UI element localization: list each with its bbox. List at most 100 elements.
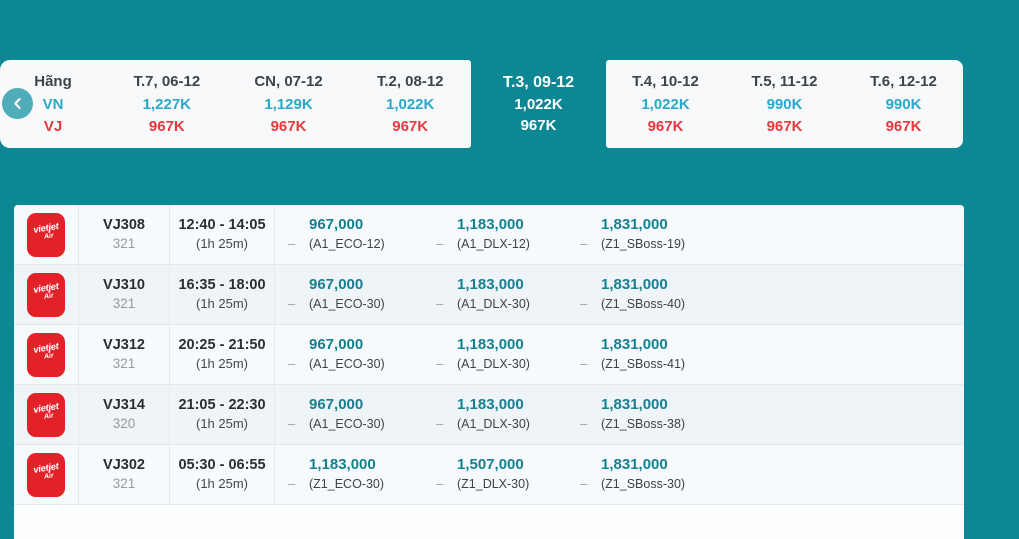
flight-time-cell: 21:05 - 22:30 (1h 25m) bbox=[170, 385, 275, 444]
date-column[interactable]: T.2, 08-12 1,022K 967K bbox=[349, 60, 471, 148]
fare-option-eco[interactable]: – 1,183,000 (Z1_ECO-30) bbox=[275, 445, 420, 504]
fare-price: 967,000 bbox=[309, 276, 364, 293]
aircraft-type: 321 bbox=[112, 296, 136, 312]
fare-class: (A1_ECO-30) bbox=[309, 417, 385, 431]
airline-logo-cell: vietjet Air bbox=[14, 445, 79, 504]
fare-dash: – bbox=[288, 356, 296, 371]
flight-number: VJ312 bbox=[103, 337, 145, 353]
vj-price: 967K bbox=[392, 118, 429, 135]
departure-arrival-time: 21:05 - 22:30 bbox=[178, 397, 266, 414]
fare-price: 967,000 bbox=[309, 396, 364, 413]
flight-time-cell: 05:30 - 06:55 (1h 25m) bbox=[170, 445, 275, 504]
fare-class: (Z1_SBoss-38) bbox=[601, 417, 686, 431]
airline-logo-cell: vietjet Air bbox=[14, 325, 79, 384]
departure-arrival-time: 20:25 - 21:50 bbox=[178, 337, 266, 354]
vietjet-logo-subtext: Air bbox=[43, 231, 55, 241]
fare-option-deluxe[interactable]: – 1,183,000 (A1_DLX-30) bbox=[420, 325, 565, 384]
vn-price: 1,022K bbox=[514, 96, 563, 113]
fare-dash: – bbox=[580, 416, 588, 431]
vietjet-air-logo: vietjet Air bbox=[27, 452, 65, 497]
fares-cell: – 967,000 (A1_ECO-12) – 1,183,000 (A1_DL… bbox=[275, 205, 964, 264]
fare-option-skyboss[interactable]: – 1,831,000 (Z1_SBoss-30) bbox=[565, 445, 964, 504]
fare-class: (A1_ECO-30) bbox=[309, 357, 385, 371]
fare-price: 1,831,000 bbox=[601, 336, 668, 353]
fare-dash: – bbox=[436, 416, 444, 431]
flight-time-cell: 12:40 - 14:05 (1h 25m) bbox=[170, 205, 275, 264]
vj-price: 967K bbox=[148, 118, 185, 135]
fare-dash: – bbox=[580, 296, 588, 311]
flight-row: vietjet Air VJ314 320 21:05 - 22:30 (1h … bbox=[14, 385, 964, 445]
departure-arrival-time: 16:35 - 18:00 bbox=[178, 277, 266, 294]
fare-class: (A1_DLX-30) bbox=[457, 357, 530, 371]
fare-class: (Z1_SBoss-41) bbox=[601, 357, 686, 371]
fare-dash: – bbox=[436, 476, 444, 491]
fare-option-eco[interactable]: – 967,000 (A1_ECO-30) bbox=[275, 385, 420, 444]
flight-number-cell: VJ308 321 bbox=[79, 205, 170, 264]
airline-label-vj: VJ bbox=[43, 118, 63, 135]
aircraft-type: 321 bbox=[112, 476, 136, 492]
flight-time-cell: 20:25 - 21:50 (1h 25m) bbox=[170, 325, 275, 384]
date-column-selected[interactable]: T.3, 09-12 1,022K 967K bbox=[471, 60, 606, 148]
flight-number: VJ310 bbox=[103, 277, 145, 293]
fare-dash: – bbox=[436, 236, 444, 251]
fare-dash: – bbox=[288, 416, 296, 431]
fare-option-deluxe[interactable]: – 1,183,000 (A1_DLX-30) bbox=[420, 265, 565, 324]
vietjet-logo-subtext: Air bbox=[43, 291, 55, 301]
fare-option-skyboss[interactable]: – 1,831,000 (Z1_SBoss-38) bbox=[565, 385, 964, 444]
vietjet-air-logo: vietjet Air bbox=[27, 332, 65, 377]
fare-price: 1,183,000 bbox=[457, 396, 524, 413]
vj-price: 967K bbox=[270, 118, 307, 135]
fare-class: (A1_ECO-12) bbox=[309, 237, 385, 251]
fare-option-eco[interactable]: – 967,000 (A1_ECO-30) bbox=[275, 265, 420, 324]
date-label: T.5, 11-12 bbox=[751, 73, 818, 90]
fare-price: 1,831,000 bbox=[601, 456, 668, 473]
date-column[interactable]: T.5, 11-12 990K 967K bbox=[725, 60, 844, 148]
vietjet-air-logo: vietjet Air bbox=[27, 392, 65, 437]
fare-dash: – bbox=[580, 476, 588, 491]
flight-row: vietjet Air VJ310 321 16:35 - 18:00 (1h … bbox=[14, 265, 964, 325]
vn-price: 990K bbox=[885, 95, 922, 113]
fare-option-skyboss[interactable]: – 1,831,000 (Z1_SBoss-41) bbox=[565, 325, 964, 384]
fare-option-eco[interactable]: – 967,000 (A1_ECO-12) bbox=[275, 205, 420, 264]
aircraft-type: 321 bbox=[112, 356, 136, 372]
date-column[interactable]: T.4, 10-12 1,022K 967K bbox=[606, 60, 725, 148]
fare-dash: – bbox=[436, 356, 444, 371]
flight-number-cell: VJ314 320 bbox=[79, 385, 170, 444]
airline-column-header: Hãng bbox=[34, 73, 72, 90]
vn-price: 1,022K bbox=[385, 95, 435, 113]
fare-class: (A1_DLX-30) bbox=[457, 417, 530, 431]
fare-option-eco[interactable]: – 967,000 (A1_ECO-30) bbox=[275, 325, 420, 384]
fare-class: (Z1_DLX-30) bbox=[457, 477, 530, 491]
fare-option-deluxe[interactable]: – 1,183,000 (A1_DLX-12) bbox=[420, 205, 565, 264]
vietjet-logo-subtext: Air bbox=[43, 411, 55, 421]
fare-option-deluxe[interactable]: – 1,507,000 (Z1_DLX-30) bbox=[420, 445, 565, 504]
fares-cell: – 1,183,000 (Z1_ECO-30) – 1,507,000 (Z1_… bbox=[275, 445, 964, 504]
aircraft-type: 320 bbox=[112, 416, 136, 432]
flight-duration: (1h 25m) bbox=[195, 356, 249, 372]
previous-dates-button[interactable] bbox=[2, 88, 33, 119]
airline-logo-cell: vietjet Air bbox=[14, 385, 79, 444]
fare-price: 967,000 bbox=[309, 336, 364, 353]
fare-option-skyboss[interactable]: – 1,831,000 (Z1_SBoss-40) bbox=[565, 265, 964, 324]
flight-number-cell: VJ312 321 bbox=[79, 325, 170, 384]
fare-price: 1,831,000 bbox=[601, 276, 668, 293]
vn-price: 1,227K bbox=[142, 95, 192, 113]
flight-time-cell: 16:35 - 18:00 (1h 25m) bbox=[170, 265, 275, 324]
fare-option-skyboss[interactable]: – 1,831,000 (Z1_SBoss-19) bbox=[565, 205, 964, 264]
departure-arrival-time: 05:30 - 06:55 bbox=[178, 457, 266, 474]
fare-class: (A1_DLX-12) bbox=[457, 237, 530, 251]
vn-price: 1,022K bbox=[641, 95, 690, 113]
vj-price: 967K bbox=[885, 118, 922, 135]
chevron-left-icon bbox=[11, 97, 24, 110]
fare-class: (Z1_SBoss-30) bbox=[601, 477, 686, 491]
fare-price: 1,831,000 bbox=[601, 216, 668, 233]
fare-option-deluxe[interactable]: – 1,183,000 (A1_DLX-30) bbox=[420, 385, 565, 444]
fare-price: 1,183,000 bbox=[457, 336, 524, 353]
flight-row: vietjet Air VJ312 321 20:25 - 21:50 (1h … bbox=[14, 325, 964, 385]
airline-logo-cell: vietjet Air bbox=[14, 205, 79, 264]
departure-arrival-time: 12:40 - 14:05 bbox=[178, 217, 266, 234]
date-label: CN, 07-12 bbox=[254, 73, 323, 90]
date-column[interactable]: T.6, 12-12 990K 967K bbox=[844, 60, 963, 148]
date-column[interactable]: CN, 07-12 1,129K 967K bbox=[228, 60, 350, 148]
date-column[interactable]: T.7, 06-12 1,227K 967K bbox=[106, 60, 228, 148]
